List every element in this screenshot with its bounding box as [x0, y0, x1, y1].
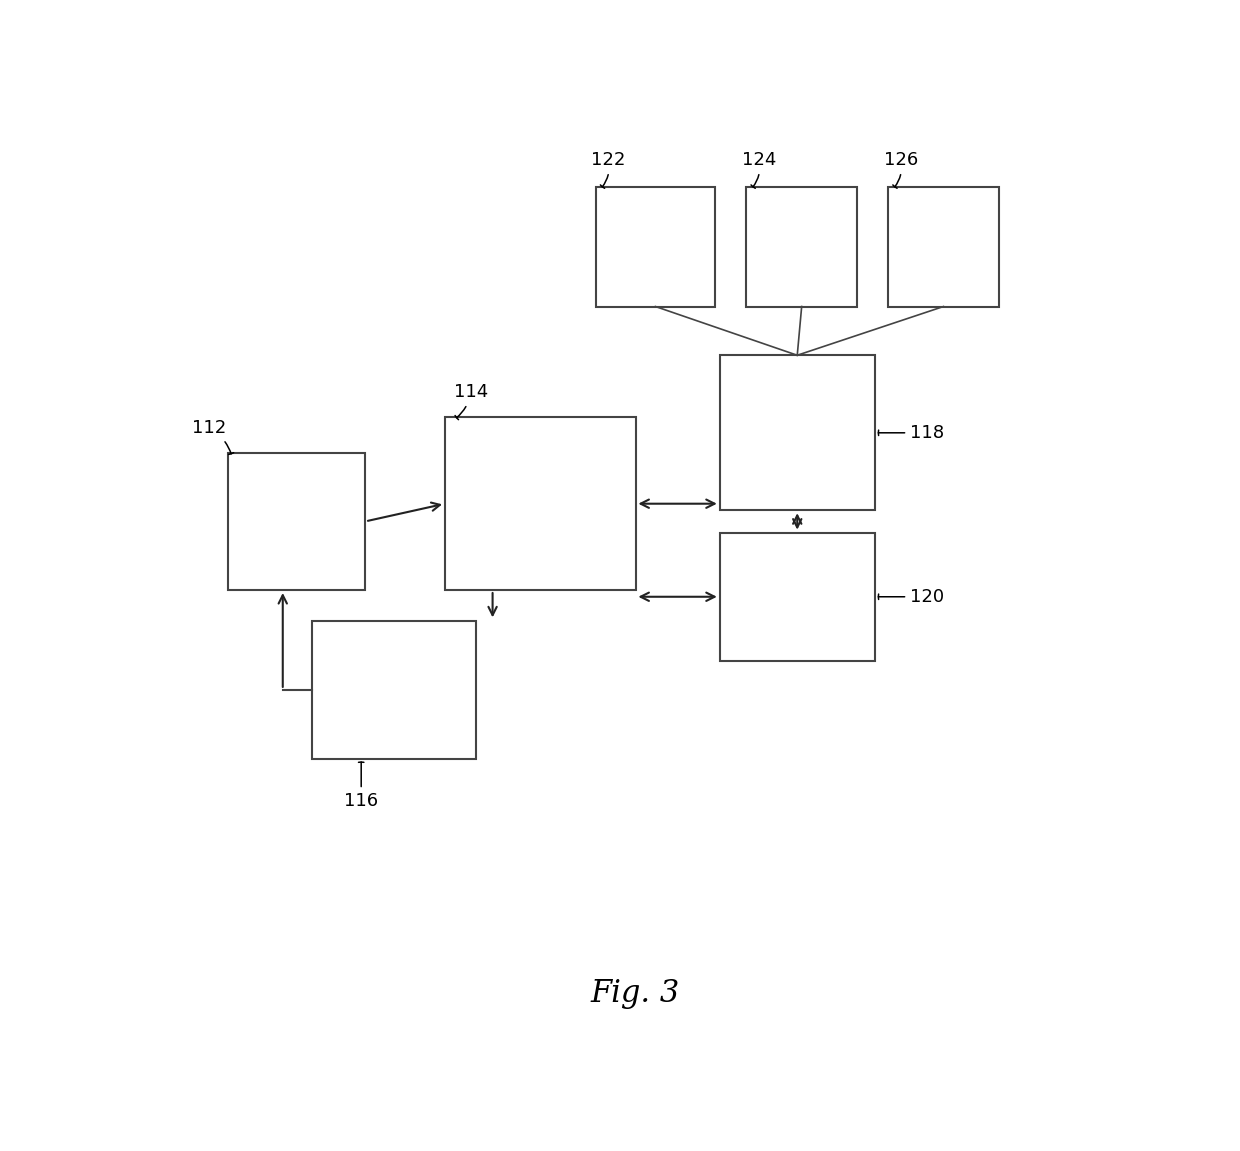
Text: Fig. 3: Fig. 3 — [591, 978, 680, 1009]
Bar — [719, 533, 874, 661]
Text: 122: 122 — [591, 151, 625, 189]
Bar — [228, 452, 366, 590]
Bar — [746, 186, 857, 306]
Bar — [719, 356, 874, 510]
Text: 112: 112 — [192, 419, 233, 455]
Text: 124: 124 — [742, 151, 776, 189]
Text: 118: 118 — [878, 424, 945, 442]
Bar — [312, 622, 476, 759]
Text: 126: 126 — [884, 151, 918, 189]
Bar — [445, 418, 636, 590]
Text: 120: 120 — [878, 588, 945, 605]
Bar — [595, 186, 715, 306]
Text: 114: 114 — [454, 383, 489, 420]
Bar — [888, 186, 999, 306]
Text: 116: 116 — [345, 762, 378, 810]
